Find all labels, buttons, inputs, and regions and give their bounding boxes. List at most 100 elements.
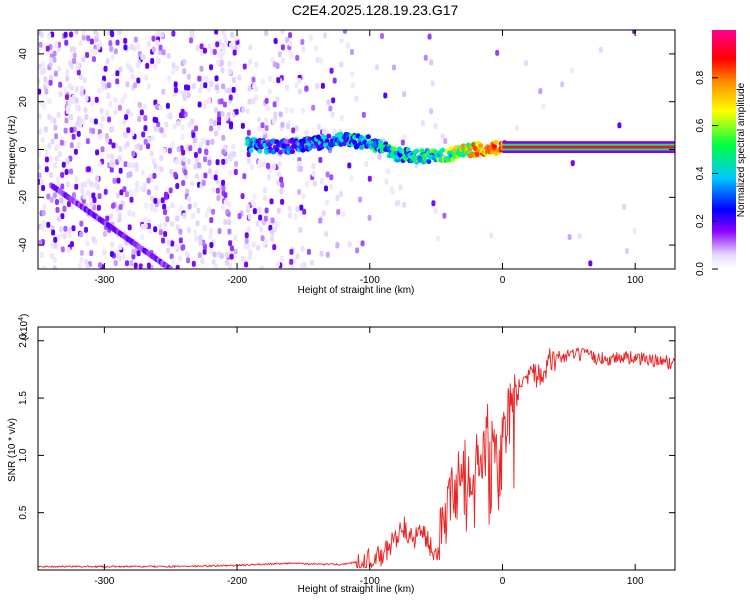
spectrogram-cell bbox=[53, 236, 58, 243]
spectrogram-cell bbox=[227, 200, 232, 207]
spectrogram-cell bbox=[272, 61, 277, 68]
spectrogram-cell bbox=[187, 203, 192, 210]
spectrogram-cell bbox=[339, 114, 344, 121]
spectrogram-cell bbox=[194, 173, 199, 180]
spectrogram-cell bbox=[120, 97, 125, 104]
spectrogram-cell bbox=[183, 169, 188, 176]
carrier-band-core bbox=[502, 145, 675, 149]
spectrogram-cell bbox=[113, 48, 118, 55]
spectrogram-cell bbox=[228, 262, 233, 269]
spectrogram-cell bbox=[156, 30, 161, 37]
spectrogram-cell bbox=[201, 239, 206, 246]
spectrogram-cell bbox=[176, 120, 181, 127]
spectrogram-cell bbox=[172, 123, 177, 130]
spectrogram-cell bbox=[162, 132, 167, 139]
spectrogram-cell bbox=[258, 214, 263, 221]
spectrogram-cell bbox=[301, 46, 306, 53]
spectrogram-cell bbox=[288, 49, 293, 56]
spectrogram-cell bbox=[430, 80, 435, 87]
spectrogram-cell bbox=[129, 67, 134, 74]
spectrogram-cell bbox=[158, 229, 163, 236]
spectrogram-cell bbox=[67, 82, 72, 89]
spectrogram-cell bbox=[195, 220, 200, 227]
snr-y-tick-label: 1.5 bbox=[18, 391, 29, 405]
spectrogram-ridge-cell bbox=[365, 134, 371, 140]
spectrogram-cell bbox=[364, 160, 369, 167]
spectrogram-cell bbox=[104, 132, 109, 139]
spectrogram-cell bbox=[383, 92, 388, 99]
spectrogram-cell bbox=[181, 180, 186, 187]
spectrogram-ridge-cell bbox=[414, 148, 420, 154]
spectrogram-cell bbox=[228, 94, 233, 101]
spectrogram-cell bbox=[247, 213, 252, 220]
spectrogram-cell bbox=[186, 92, 191, 99]
spectrogram-cell bbox=[379, 33, 384, 40]
spectrogram-cell bbox=[175, 224, 180, 231]
spectrogram-cell bbox=[245, 203, 250, 210]
spectrogram-cell bbox=[57, 65, 62, 72]
spectrogram-cell bbox=[52, 257, 57, 264]
spectrogram-cell bbox=[89, 38, 94, 45]
spectrogram-cell bbox=[300, 245, 305, 252]
spectrogram-cell bbox=[202, 225, 207, 232]
spectrogram-cell bbox=[350, 70, 355, 77]
spectrogram-cell bbox=[231, 143, 236, 150]
spectrogram-cell bbox=[118, 167, 123, 174]
spectrogram-cell bbox=[79, 257, 84, 264]
spectrogram-cell bbox=[260, 78, 265, 85]
spectrogram-cell bbox=[129, 196, 134, 203]
spectrogram-ridge-cell bbox=[493, 139, 499, 145]
spectrogram-cell bbox=[79, 90, 84, 97]
spectrogram-cell bbox=[186, 158, 191, 165]
spectrogram-cell bbox=[264, 207, 269, 214]
spectrogram-cell bbox=[173, 243, 178, 250]
spectrogram-cell bbox=[151, 158, 156, 165]
spectrogram-cell bbox=[221, 47, 226, 54]
spectrogram-cell bbox=[138, 263, 143, 269]
spectrogram-cell bbox=[433, 123, 438, 130]
spectrogram-cell bbox=[213, 174, 218, 181]
spectrogram-cell bbox=[250, 164, 255, 171]
spectrogram-cell bbox=[523, 60, 528, 67]
spectrogram-cell bbox=[567, 233, 572, 240]
spectrogram-cell bbox=[42, 67, 47, 74]
spectrogram-cell bbox=[270, 217, 275, 224]
spectrogram-cell bbox=[118, 145, 123, 152]
spectrogram-cell bbox=[206, 206, 211, 213]
spectrogram-cell bbox=[117, 104, 122, 111]
spectrogram-cell bbox=[48, 79, 53, 86]
spectrogram-cell bbox=[74, 30, 79, 35]
spectrogram-cell bbox=[270, 229, 275, 236]
spectrogram-cell bbox=[76, 142, 81, 149]
spectrogram-cell bbox=[244, 261, 249, 268]
spectrogram-cell bbox=[179, 145, 184, 152]
spectrogram-cell bbox=[78, 40, 83, 47]
spectrogram-cell bbox=[52, 192, 57, 199]
spectrogram-cell bbox=[267, 88, 272, 95]
spectrogram-cell bbox=[107, 116, 112, 123]
spectrogram-cell bbox=[297, 88, 302, 95]
spectrogram-cell bbox=[146, 262, 151, 269]
spectrogram-cell bbox=[97, 193, 102, 200]
spectrogram-cell bbox=[93, 118, 98, 125]
spectrogram-y-ticks: -40 -20 0 20 40 bbox=[18, 48, 675, 252]
spectrogram-cell bbox=[47, 32, 52, 39]
spectrogram-cell bbox=[155, 103, 160, 110]
spectrogram-cell bbox=[153, 197, 158, 204]
spectrogram-cell bbox=[259, 226, 264, 233]
spectrogram-cell bbox=[82, 77, 87, 84]
spectrogram-cell bbox=[69, 31, 74, 38]
spectrogram-y-tick-label: 0 bbox=[18, 146, 29, 152]
snr-y-multiplier-base: (x10 bbox=[19, 320, 30, 340]
spectrogram-cell bbox=[588, 260, 593, 267]
spectrogram-cell bbox=[219, 55, 224, 62]
spectrogram-cell bbox=[350, 82, 355, 89]
spectrogram-cell bbox=[254, 94, 259, 101]
spectrogram-cell bbox=[277, 51, 282, 58]
spectrogram-cell bbox=[186, 73, 191, 80]
spectrogram-cell bbox=[92, 197, 97, 204]
spectrogram-cell bbox=[153, 163, 158, 170]
spectrogram-cell bbox=[171, 62, 176, 69]
spectrogram-cell bbox=[233, 248, 238, 255]
spectrogram-cell bbox=[59, 197, 64, 204]
